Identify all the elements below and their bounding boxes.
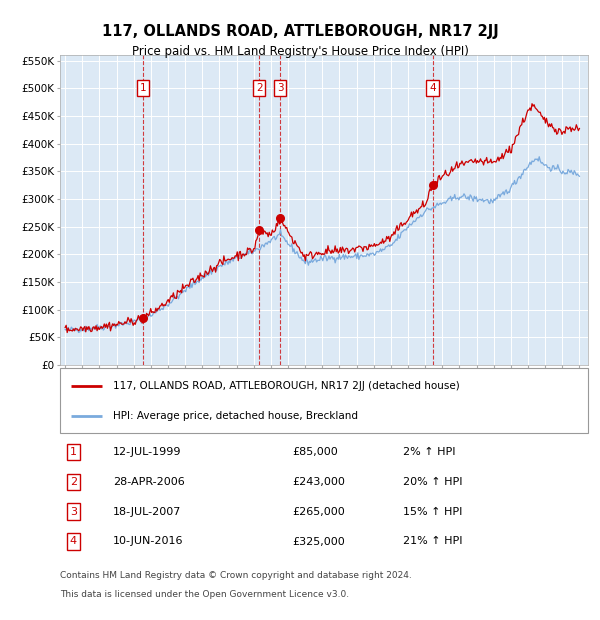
Text: 28-APR-2006: 28-APR-2006 — [113, 477, 185, 487]
Text: 3: 3 — [70, 507, 77, 516]
Text: 117, OLLANDS ROAD, ATTLEBOROUGH, NR17 2JJ: 117, OLLANDS ROAD, ATTLEBOROUGH, NR17 2J… — [101, 24, 499, 38]
Text: Price paid vs. HM Land Registry's House Price Index (HPI): Price paid vs. HM Land Registry's House … — [131, 45, 469, 58]
Text: 2% ↑ HPI: 2% ↑ HPI — [403, 447, 456, 457]
Text: 3: 3 — [277, 83, 283, 93]
FancyBboxPatch shape — [60, 368, 588, 433]
Text: 2: 2 — [256, 83, 263, 93]
Text: 2: 2 — [70, 477, 77, 487]
Text: Contains HM Land Registry data © Crown copyright and database right 2024.: Contains HM Land Registry data © Crown c… — [60, 571, 412, 580]
Text: 20% ↑ HPI: 20% ↑ HPI — [403, 477, 463, 487]
Text: 1: 1 — [70, 447, 77, 457]
Text: 12-JUL-1999: 12-JUL-1999 — [113, 447, 181, 457]
Text: 18-JUL-2007: 18-JUL-2007 — [113, 507, 181, 516]
Text: 4: 4 — [430, 83, 436, 93]
Text: 117, OLLANDS ROAD, ATTLEBOROUGH, NR17 2JJ (detached house): 117, OLLANDS ROAD, ATTLEBOROUGH, NR17 2J… — [113, 381, 460, 391]
Text: £325,000: £325,000 — [292, 536, 345, 546]
Text: £85,000: £85,000 — [292, 447, 338, 457]
Text: 1: 1 — [139, 83, 146, 93]
Text: HPI: Average price, detached house, Breckland: HPI: Average price, detached house, Brec… — [113, 411, 358, 421]
Text: 10-JUN-2016: 10-JUN-2016 — [113, 536, 184, 546]
Text: This data is licensed under the Open Government Licence v3.0.: This data is licensed under the Open Gov… — [60, 590, 349, 599]
Text: £243,000: £243,000 — [292, 477, 345, 487]
Text: 15% ↑ HPI: 15% ↑ HPI — [403, 507, 463, 516]
Text: 4: 4 — [70, 536, 77, 546]
Text: 21% ↑ HPI: 21% ↑ HPI — [403, 536, 463, 546]
Text: £265,000: £265,000 — [292, 507, 345, 516]
